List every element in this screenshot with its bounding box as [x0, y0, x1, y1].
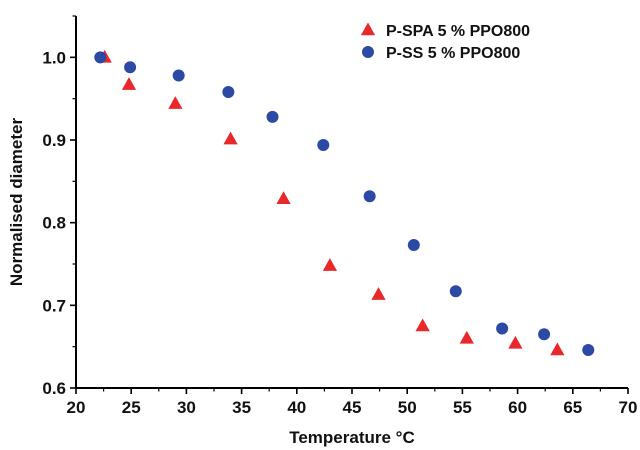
x-tick-label: 50	[398, 398, 417, 417]
triangle-point	[223, 131, 238, 145]
triangle-point	[168, 96, 183, 109]
y-tick-label: 0.7	[42, 296, 66, 315]
legend-label: P-SPA 5 % PPO800	[386, 23, 530, 40]
x-tick-label: 30	[177, 398, 196, 417]
triangle-point	[276, 191, 291, 204]
circle-point	[449, 285, 462, 298]
triangle-point	[508, 335, 523, 349]
x-tick-label: 20	[67, 398, 86, 417]
circle-point	[538, 328, 551, 341]
triangle-point	[415, 318, 430, 332]
x-axis-ticks: 20 25 30 35 40 45 50 55 60 65 70	[67, 388, 638, 417]
legend-circle-icon	[362, 46, 374, 58]
legend-triangle-icon	[360, 22, 376, 36]
circle-point	[407, 238, 420, 251]
series-layer	[94, 49, 595, 356]
x-tick-label: 40	[287, 398, 306, 417]
x-tick-label: 25	[122, 398, 141, 417]
x-tick-label: 35	[232, 398, 251, 417]
x-axis-label: Temperature °C	[289, 428, 415, 447]
circle-point	[172, 69, 185, 82]
x-tick-label: 45	[343, 398, 362, 417]
circle-point	[124, 61, 137, 74]
triangle-point	[121, 77, 137, 90]
series-p-ss	[94, 51, 595, 356]
x-tick-label: 65	[563, 398, 582, 417]
legend-label: P-SS 5 % PPO800	[386, 45, 520, 62]
y-tick-label: 0.8	[42, 214, 66, 233]
y-axis-label: Normalised diameter	[7, 118, 26, 287]
y-tick-label: 0.6	[42, 379, 66, 398]
circle-point	[496, 322, 509, 335]
triangle-point	[550, 342, 565, 356]
x-tick-label: 70	[619, 398, 638, 417]
circle-point	[582, 343, 595, 356]
triangle-point	[322, 258, 338, 271]
circle-point	[363, 190, 376, 203]
series-p-spa	[97, 49, 565, 356]
y-tick-label: 1.0	[42, 48, 66, 67]
y-axis-ticks: 0.6 0.7 0.8 0.9 1.0	[42, 15, 76, 398]
circle-point	[222, 86, 235, 99]
circle-point	[317, 138, 330, 151]
triangle-point	[371, 287, 386, 300]
y-tick-label: 0.9	[42, 131, 66, 150]
x-tick-label: 60	[508, 398, 527, 417]
circle-point	[94, 51, 107, 64]
circle-point	[266, 110, 279, 123]
legend: P-SPA 5 % PPO800 P-SS 5 % PPO800	[360, 22, 530, 62]
x-tick-label: 55	[453, 398, 472, 417]
triangle-point	[459, 330, 474, 344]
